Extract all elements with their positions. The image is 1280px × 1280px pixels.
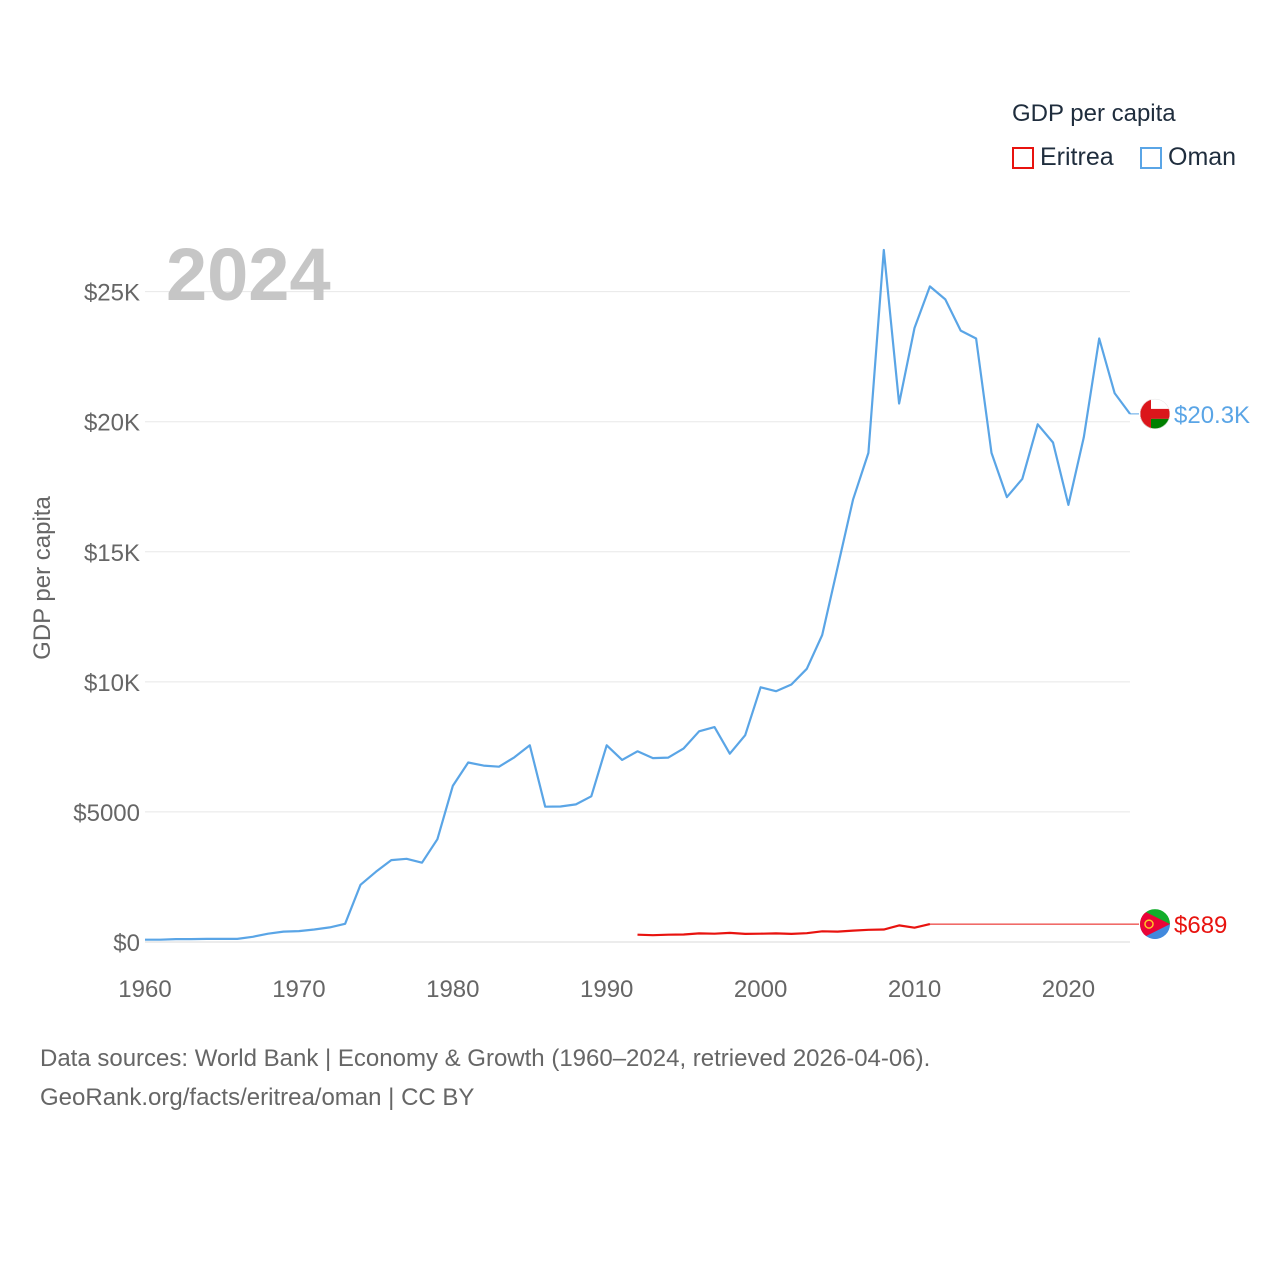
y-tick-label: $10K — [84, 670, 140, 697]
series-line-oman — [145, 248, 1131, 941]
legend-label-oman: Oman — [1168, 143, 1237, 171]
source-link[interactable]: GeoRank.org/facts/eritrea/oman | CC BY — [40, 1084, 475, 1111]
eritrea-flag-icon — [1140, 909, 1170, 940]
end-label-eritrea: $689 — [1174, 912, 1227, 939]
series-layer — [145, 248, 1139, 941]
x-tick-label: 2000 — [734, 976, 787, 1003]
x-tick-label: 2010 — [888, 976, 941, 1003]
legend-title: GDP per capita — [1012, 100, 1176, 127]
y-tick-label: $15K — [84, 540, 140, 567]
x-tick-label: 1960 — [118, 976, 171, 1003]
y-tick-label: $5000 — [73, 800, 140, 827]
y-tick-label: $0 — [113, 930, 140, 957]
source-note: Data sources: World Bank | Economy & Gro… — [40, 1045, 931, 1072]
x-tick-label: 2020 — [1042, 976, 1095, 1003]
legend-item-eritrea[interactable]: Eritrea — [1012, 143, 1114, 172]
grid-lines — [145, 291, 1130, 943]
legend-swatch-eritrea — [1012, 146, 1034, 169]
legend-item-oman[interactable]: Oman — [1140, 143, 1236, 172]
series-line-eritrea — [637, 923, 931, 937]
end-label-oman: $20.3K — [1174, 402, 1250, 429]
y-tick-label: $20K — [84, 410, 140, 437]
x-axis: 1960 1970 1980 1990 2000 2010 2020 — [118, 976, 1095, 1003]
year-watermark: 2024 — [166, 233, 331, 316]
end-markers: $20.3K $689 — [1140, 398, 1250, 940]
legend-label-eritrea: Eritrea — [1040, 143, 1114, 171]
oman-flag-icon — [1140, 398, 1170, 429]
y-axis-label: GDP per capita — [29, 496, 56, 660]
legend-swatch-oman — [1140, 146, 1162, 169]
y-axis: $0 $5000 $10K $15K $20K $25K — [73, 280, 140, 957]
x-tick-label: 1970 — [272, 976, 325, 1003]
x-tick-label: 1990 — [580, 976, 633, 1003]
x-tick-label: 1980 — [426, 976, 479, 1003]
y-tick-label: $25K — [84, 280, 140, 307]
